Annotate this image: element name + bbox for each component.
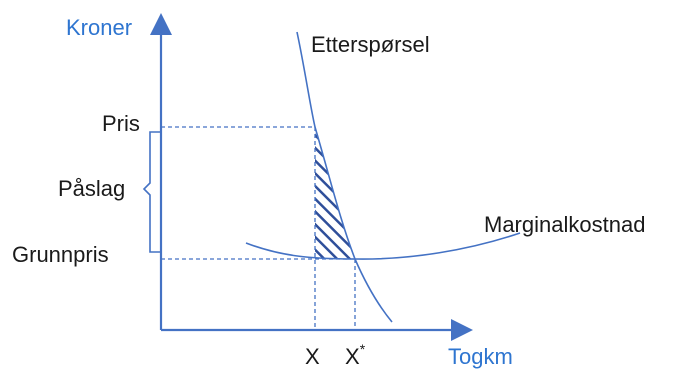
x-star-superscript: * — [360, 341, 366, 357]
marginal-cost-curve — [245, 232, 521, 260]
marginal-cost-label: Marginalkostnad — [484, 212, 645, 237]
hatched-surplus-area — [315, 127, 355, 259]
x-quantity-label: X — [305, 344, 320, 369]
price-label: Pris — [102, 111, 140, 136]
x-star-base: X — [345, 344, 360, 369]
x-star-quantity-label: X* — [345, 341, 366, 369]
base-price-label: Grunnpris — [12, 242, 109, 267]
demand-curve — [296, 31, 393, 323]
y-axis-label: Kroner — [66, 15, 132, 40]
markup-label: Påslag — [58, 176, 125, 201]
x-axis-label: Togkm — [448, 344, 513, 369]
markup-bracket — [142, 131, 161, 253]
demand-label: Etterspørsel — [311, 32, 430, 57]
